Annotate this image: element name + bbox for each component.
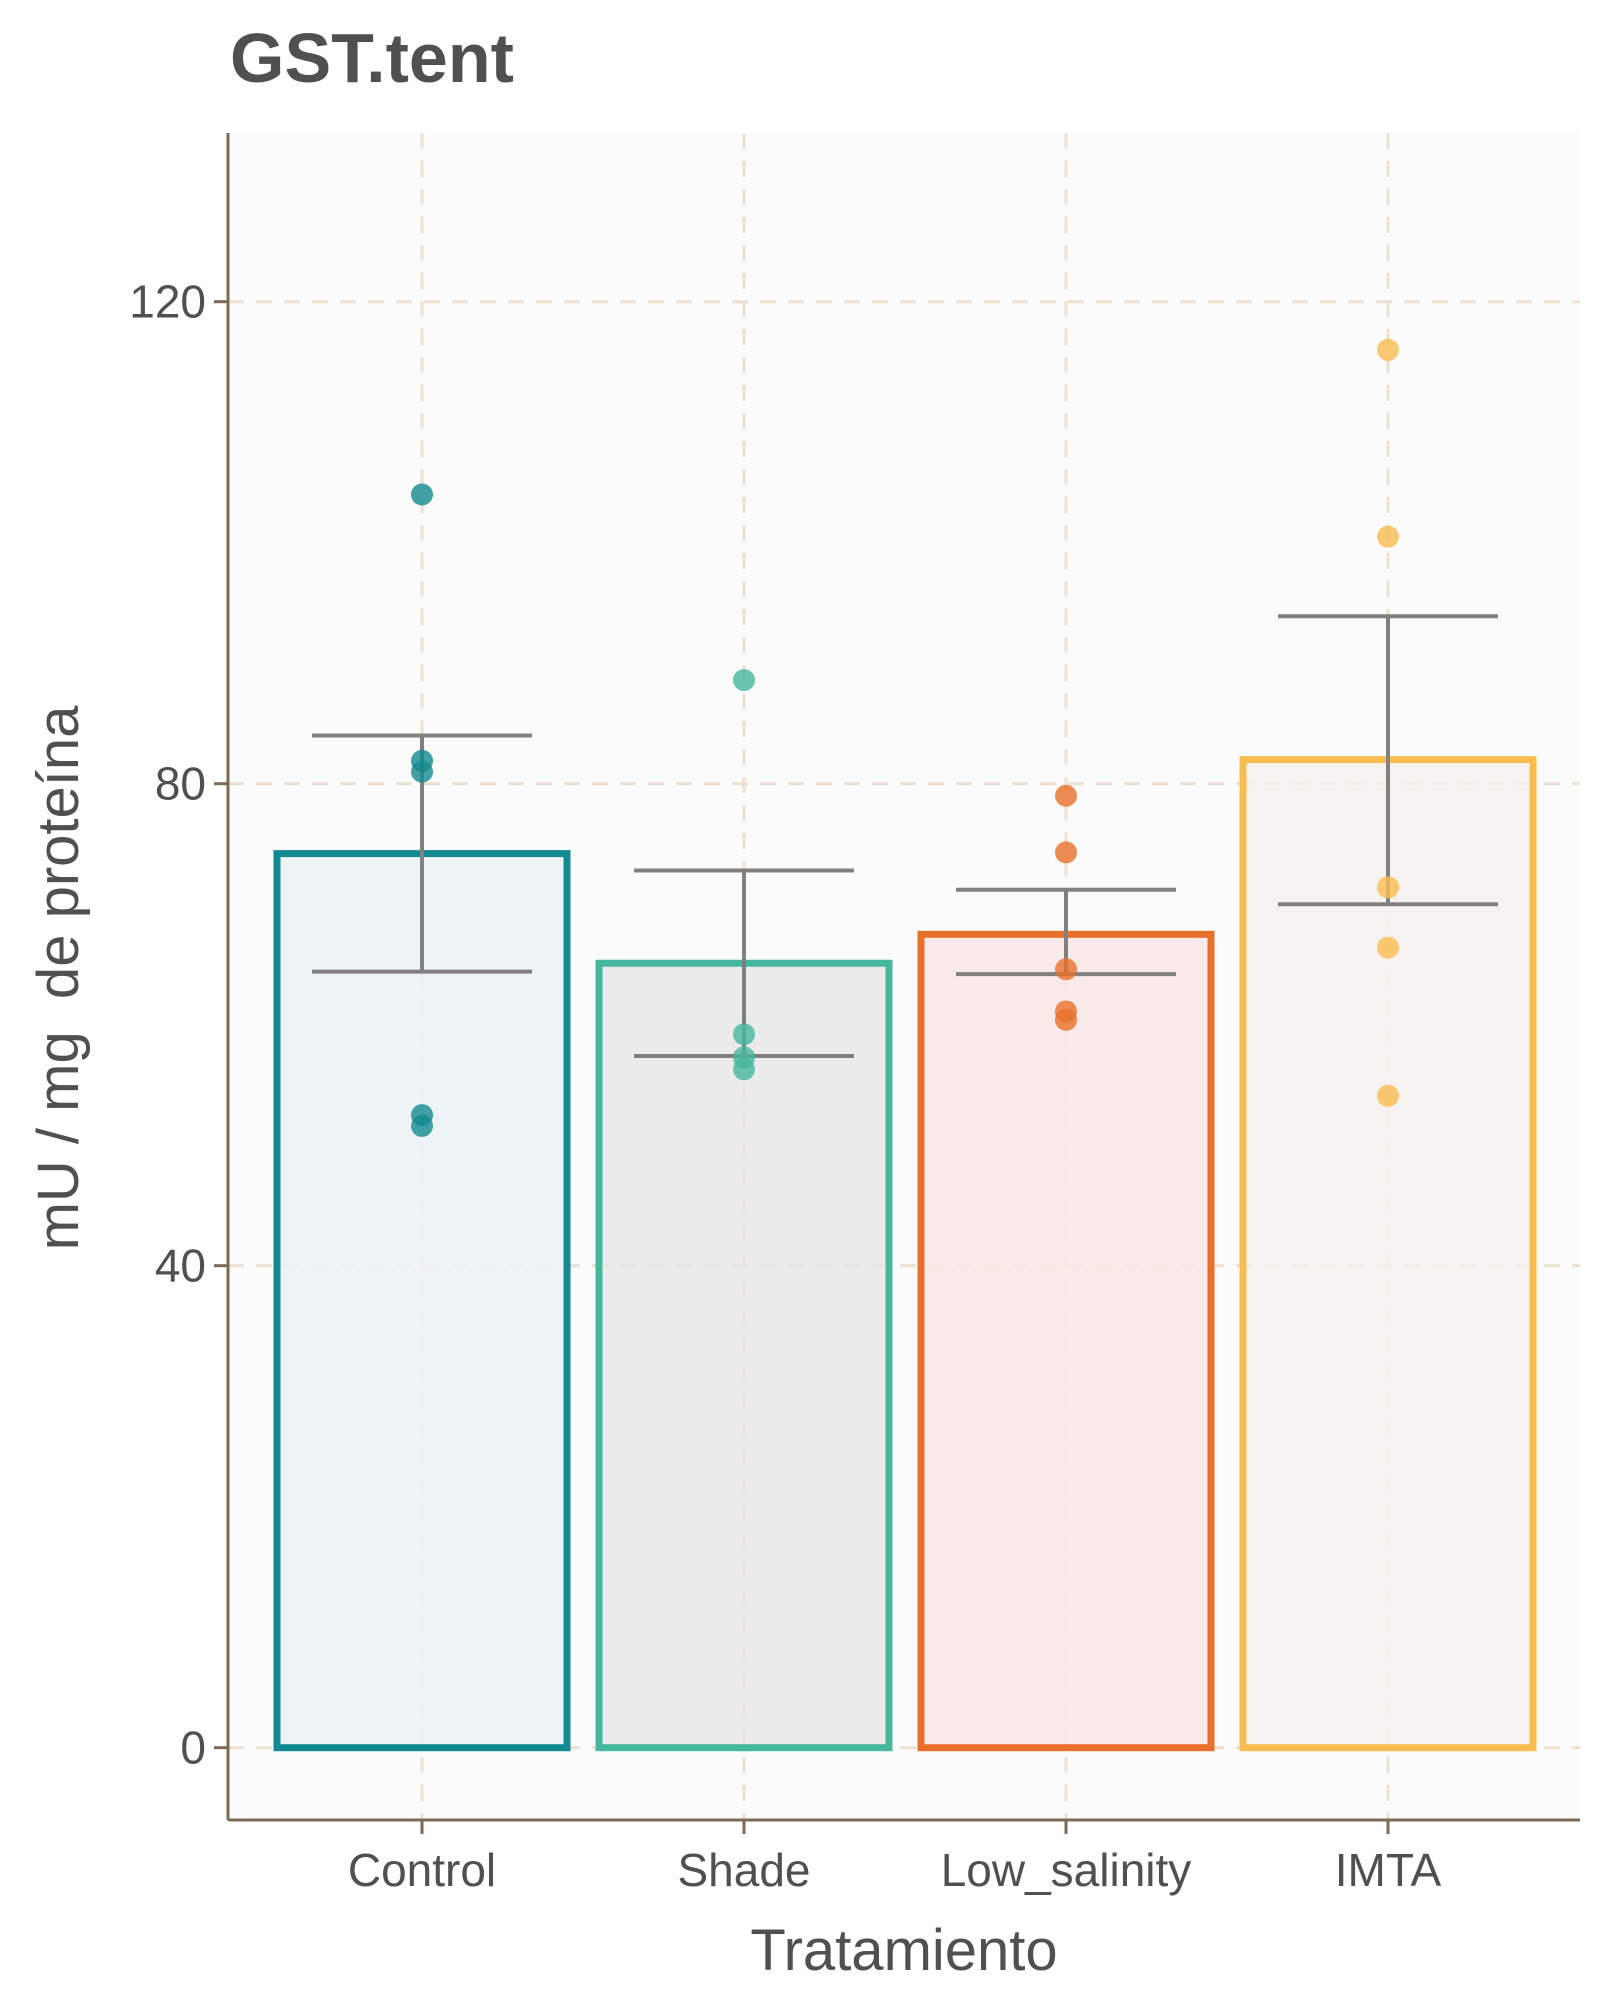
x-tick-label: Shade [677,1844,810,1896]
x-ticks: Control Shade Low_salinity IMTA [348,1820,1442,1896]
data-point [1377,525,1399,548]
data-points [411,338,1399,1137]
x-tick-label: Control [348,1844,496,1896]
y-tick-label: 0 [180,1722,206,1774]
data-point [411,483,433,506]
bar [595,959,893,1752]
data-point [1055,1008,1077,1031]
data-point [411,1114,433,1137]
y-tick-label: 40 [155,1240,206,1292]
data-point [1377,1084,1399,1107]
bar [917,930,1215,1752]
x-tick-label: Low_salinity [941,1844,1192,1896]
data-point [1377,936,1399,959]
bars [273,756,1537,1752]
error-bars [312,614,1498,1059]
data-point [733,1023,755,1046]
data-point [1055,784,1077,807]
y-tick-label: 80 [155,758,206,810]
x-tick-label: IMTA [1335,1844,1442,1896]
data-point [1055,841,1077,864]
data-point [1055,958,1077,981]
data-point [1377,876,1399,899]
data-point [1377,338,1399,361]
bar [273,850,571,1752]
data-point [733,669,755,692]
x-axis-label: Tratamiento [750,1918,1057,1983]
bar [1239,756,1537,1752]
chart-title: GST.tent [230,19,514,97]
data-point [733,1058,755,1081]
data-point [411,760,433,783]
y-axis-label: mU / mg de proteína [26,705,91,1251]
y-ticks: 0 40 80 120 [129,276,228,1774]
y-tick-label: 120 [129,276,206,328]
